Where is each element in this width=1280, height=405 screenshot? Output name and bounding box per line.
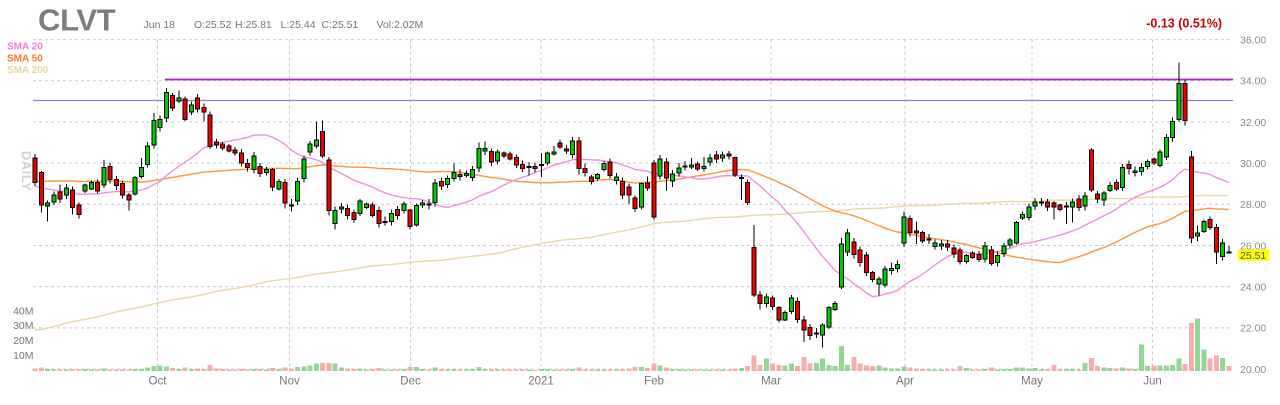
svg-text:Jun: Jun: [1143, 376, 1162, 388]
svg-text:10M: 10M: [13, 350, 33, 362]
svg-text:40M: 40M: [13, 306, 33, 318]
svg-text:2021: 2021: [528, 376, 554, 388]
svg-text:Jun 18: Jun 18: [144, 19, 176, 31]
svg-text:SMA 200: SMA 200: [7, 65, 49, 76]
svg-text:SMA 20: SMA 20: [7, 42, 43, 53]
svg-text:30.00: 30.00: [1240, 158, 1266, 170]
svg-text:SMA 50: SMA 50: [7, 53, 43, 64]
svg-text:20M: 20M: [13, 335, 33, 347]
svg-text:CLVT: CLVT: [38, 3, 116, 38]
svg-text:Oct: Oct: [149, 376, 168, 388]
svg-text:DAILY: DAILY: [19, 151, 34, 191]
svg-text:May: May: [1021, 376, 1043, 388]
svg-text:30M: 30M: [13, 320, 33, 332]
svg-text:Apr: Apr: [896, 376, 914, 388]
svg-text:34.00: 34.00: [1240, 76, 1266, 88]
svg-text:Nov: Nov: [279, 376, 300, 388]
svg-text:Vol:2.02M: Vol:2.02M: [377, 19, 424, 31]
svg-text:Feb: Feb: [644, 376, 664, 388]
svg-text:36.00: 36.00: [1240, 34, 1266, 46]
svg-text:O:25.52: O:25.52: [194, 19, 232, 31]
svg-text:-0.13 (0.51%): -0.13 (0.51%): [1146, 17, 1222, 31]
svg-text:24.00: 24.00: [1240, 282, 1266, 294]
svg-text:L:25.44: L:25.44: [281, 19, 316, 31]
svg-text:22.00: 22.00: [1240, 323, 1266, 335]
svg-text:Dec: Dec: [400, 376, 421, 388]
svg-text:H:25.81: H:25.81: [235, 19, 272, 31]
svg-text:28.00: 28.00: [1240, 199, 1266, 211]
svg-text:C:25.51: C:25.51: [322, 19, 359, 31]
svg-text:Mar: Mar: [761, 376, 781, 388]
svg-text:25.51: 25.51: [1240, 250, 1266, 262]
svg-text:20.00: 20.00: [1240, 364, 1266, 376]
svg-text:32.00: 32.00: [1240, 117, 1266, 129]
